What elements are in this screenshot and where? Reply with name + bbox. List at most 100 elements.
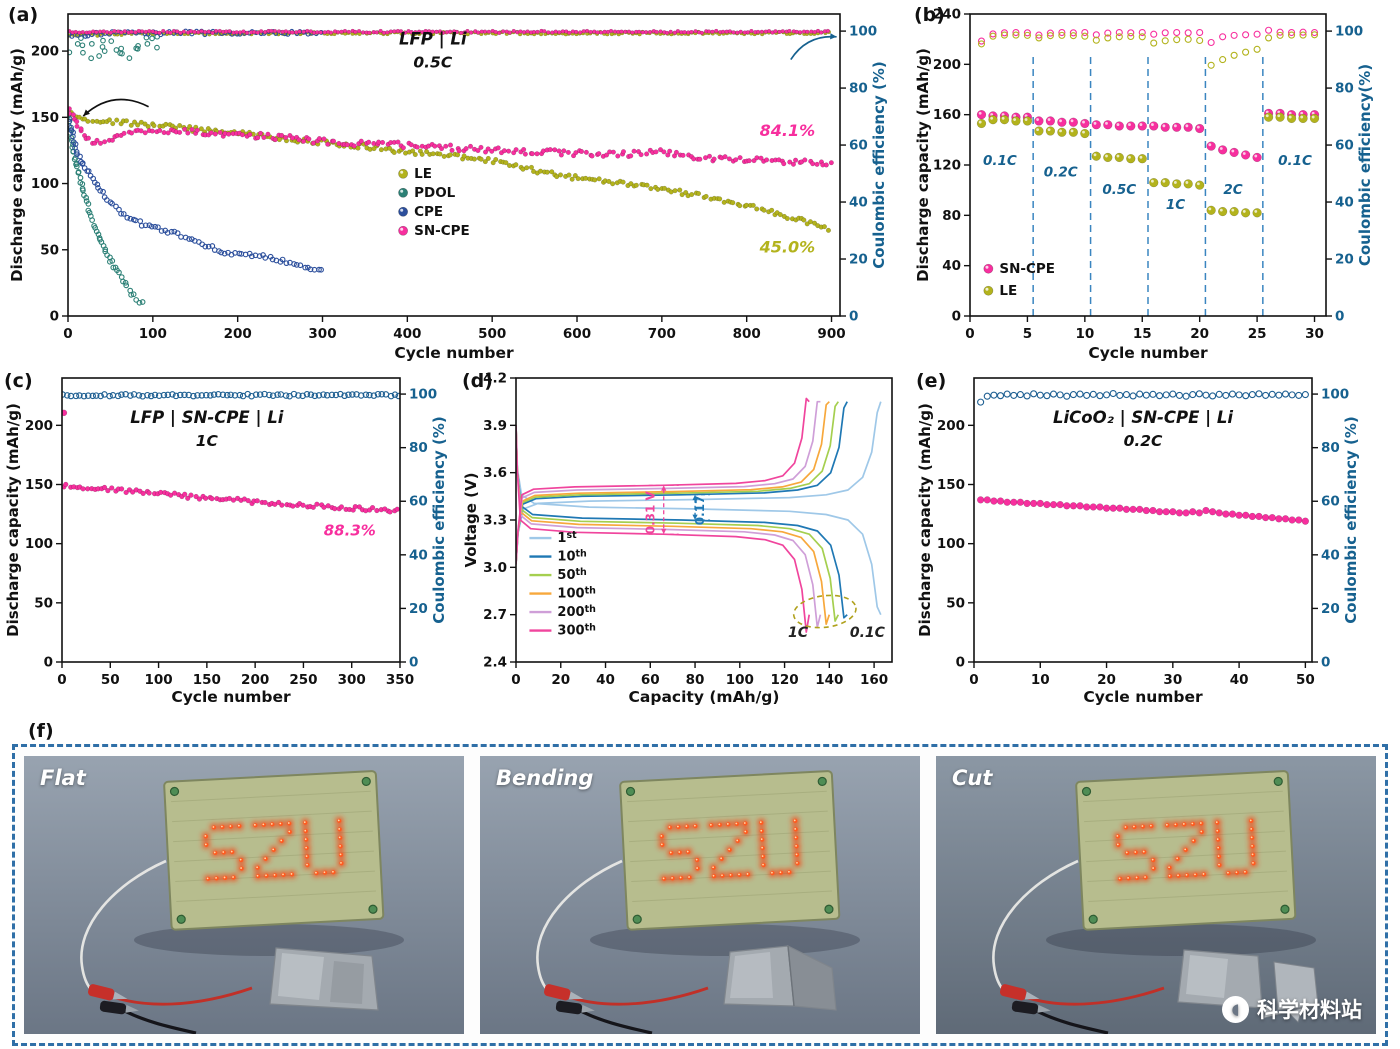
svg-text:150: 150 [31, 110, 59, 126]
svg-text:40: 40 [942, 258, 961, 274]
svg-text:3.9: 3.9 [483, 418, 507, 434]
svg-text:88.3%: 88.3% [324, 521, 376, 539]
flexible-battery-demo-box: Flat Bending Cut ◖ 科学材料站 [12, 744, 1388, 1046]
svg-text:60: 60 [1321, 494, 1340, 510]
svg-text:100: 100 [144, 672, 172, 688]
panel-e: (e) 0 10 20 30 40 50 Cycle number 0 50 100 150 200 D… [914, 370, 1366, 712]
svg-text:Coulombic efficiency (%): Coulombic efficiency (%) [430, 416, 448, 623]
svg-text:CPE: CPE [414, 204, 443, 220]
svg-text:60: 60 [1335, 138, 1354, 154]
panel-e-tag: (e) [916, 370, 947, 392]
svg-text:0: 0 [511, 672, 520, 688]
svg-text:140: 140 [815, 672, 843, 688]
svg-text:600: 600 [563, 326, 591, 342]
svg-text:Capacity (mAh/g): Capacity (mAh/g) [629, 688, 780, 706]
svg-text:1C: 1C [1166, 197, 1185, 213]
svg-text:LE: LE [999, 283, 1017, 299]
svg-text:Coulombic efficiency (%): Coulombic efficiency (%) [1342, 416, 1360, 623]
svg-text:160: 160 [933, 107, 961, 123]
svg-text:0: 0 [63, 326, 72, 342]
svg-text:100: 100 [25, 536, 53, 552]
svg-text:Cycle number: Cycle number [171, 688, 291, 706]
svg-text:100: 100 [31, 176, 59, 192]
svg-text:40: 40 [596, 672, 615, 688]
svg-text:1C: 1C [196, 432, 219, 450]
svg-text:80: 80 [1335, 81, 1354, 97]
svg-text:4.2: 4.2 [483, 371, 507, 387]
svg-text:100: 100 [726, 672, 754, 688]
svg-text:20: 20 [1097, 672, 1116, 688]
svg-text:60: 60 [849, 138, 868, 154]
svg-text:80: 80 [409, 440, 428, 456]
svg-text:0.2C: 0.2C [1044, 164, 1078, 180]
svg-text:Discharge capacity (mAh/g): Discharge capacity (mAh/g) [8, 48, 26, 282]
svg-text:1C: 1C [788, 625, 809, 641]
svg-text:50: 50 [1296, 672, 1315, 688]
svg-text:200: 200 [933, 57, 961, 73]
svg-text:800: 800 [733, 326, 761, 342]
svg-text:200: 200 [224, 326, 252, 342]
svg-text:25: 25 [1248, 326, 1267, 342]
svg-text:40: 40 [1335, 195, 1354, 211]
photo-bending-label: Bending [496, 766, 594, 790]
svg-text:120: 120 [770, 672, 798, 688]
svg-text:200: 200 [25, 418, 53, 434]
svg-text:20: 20 [409, 601, 428, 617]
svg-text:LFP | Li: LFP | Li [399, 29, 467, 49]
svg-text:100: 100 [139, 326, 167, 342]
svg-text:100: 100 [1335, 24, 1363, 40]
svg-text:LE: LE [414, 166, 432, 182]
svg-text:15: 15 [1133, 326, 1152, 342]
svg-text:3.3: 3.3 [483, 513, 507, 529]
svg-text:80: 80 [1321, 440, 1340, 456]
svg-text:900: 900 [817, 326, 845, 342]
svg-text:45.0%: 45.0% [759, 237, 816, 256]
svg-text:LFP | SN-CPE | Li: LFP | SN-CPE | Li [130, 408, 283, 428]
svg-text:60: 60 [641, 672, 660, 688]
svg-text:100: 100 [1321, 387, 1349, 403]
svg-text:LiCoO₂ | SN-CPE | Li: LiCoO₂ | SN-CPE | Li [1053, 408, 1233, 428]
photo-flat-wrap: Flat [24, 756, 464, 1034]
panel-c-tag: (c) [4, 370, 33, 392]
svg-text:Cycle number: Cycle number [1088, 344, 1208, 362]
svg-text:40: 40 [409, 547, 428, 563]
svg-text:20: 20 [1335, 252, 1354, 268]
row-top: (a) 0 100 200 300 400 500 600 700 800 900 Cycle nu… [6, 4, 1396, 368]
svg-text:Cycle number: Cycle number [394, 344, 514, 362]
svg-text:2.7: 2.7 [483, 607, 507, 623]
svg-text:300: 300 [338, 672, 366, 688]
svg-text:10: 10 [1075, 326, 1094, 342]
svg-text:0: 0 [849, 309, 858, 325]
photo-cut-wrap: Cut ◖ 科学材料站 [936, 756, 1376, 1034]
svg-text:SN-CPE: SN-CPE [414, 223, 470, 239]
photo-cut [936, 756, 1376, 1034]
svg-text:0.1C: 0.1C [983, 153, 1017, 169]
svg-text:700: 700 [648, 326, 676, 342]
svg-text:0: 0 [44, 655, 53, 671]
panel-a: (a) 0 100 200 300 400 500 600 700 800 900 Cycle nu… [6, 4, 898, 368]
svg-text:80: 80 [849, 81, 868, 97]
svg-text:0: 0 [969, 672, 978, 688]
svg-text:50: 50 [40, 242, 59, 258]
svg-text:20: 20 [1321, 601, 1340, 617]
svg-text:SN-CPE: SN-CPE [999, 261, 1055, 277]
panel-d: (d) 0 20 40 60 80 100 120 140 160 Capacity (mAh/g… [460, 370, 908, 712]
svg-text:30: 30 [1163, 672, 1182, 688]
svg-text:50: 50 [34, 595, 53, 611]
svg-text:0: 0 [1335, 309, 1344, 325]
svg-text:100: 100 [849, 24, 877, 40]
svg-text:100: 100 [937, 536, 965, 552]
svg-text:400: 400 [393, 326, 421, 342]
svg-text:50: 50 [101, 672, 120, 688]
svg-text:20: 20 [551, 672, 570, 688]
svg-text:Voltage (V): Voltage (V) [462, 473, 480, 568]
svg-text:250: 250 [289, 672, 317, 688]
watermark: ◖ 科学材料站 [1222, 994, 1362, 1024]
svg-text:1st: 1st [557, 530, 577, 546]
svg-text:100th: 100th [557, 586, 596, 602]
svg-text:0: 0 [409, 655, 418, 671]
svg-text:Discharge capacity (mAh/g): Discharge capacity (mAh/g) [4, 403, 22, 637]
